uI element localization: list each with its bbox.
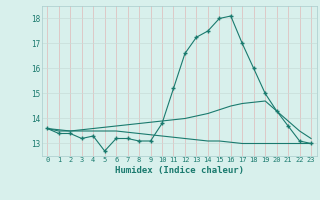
X-axis label: Humidex (Indice chaleur): Humidex (Indice chaleur) xyxy=(115,166,244,175)
